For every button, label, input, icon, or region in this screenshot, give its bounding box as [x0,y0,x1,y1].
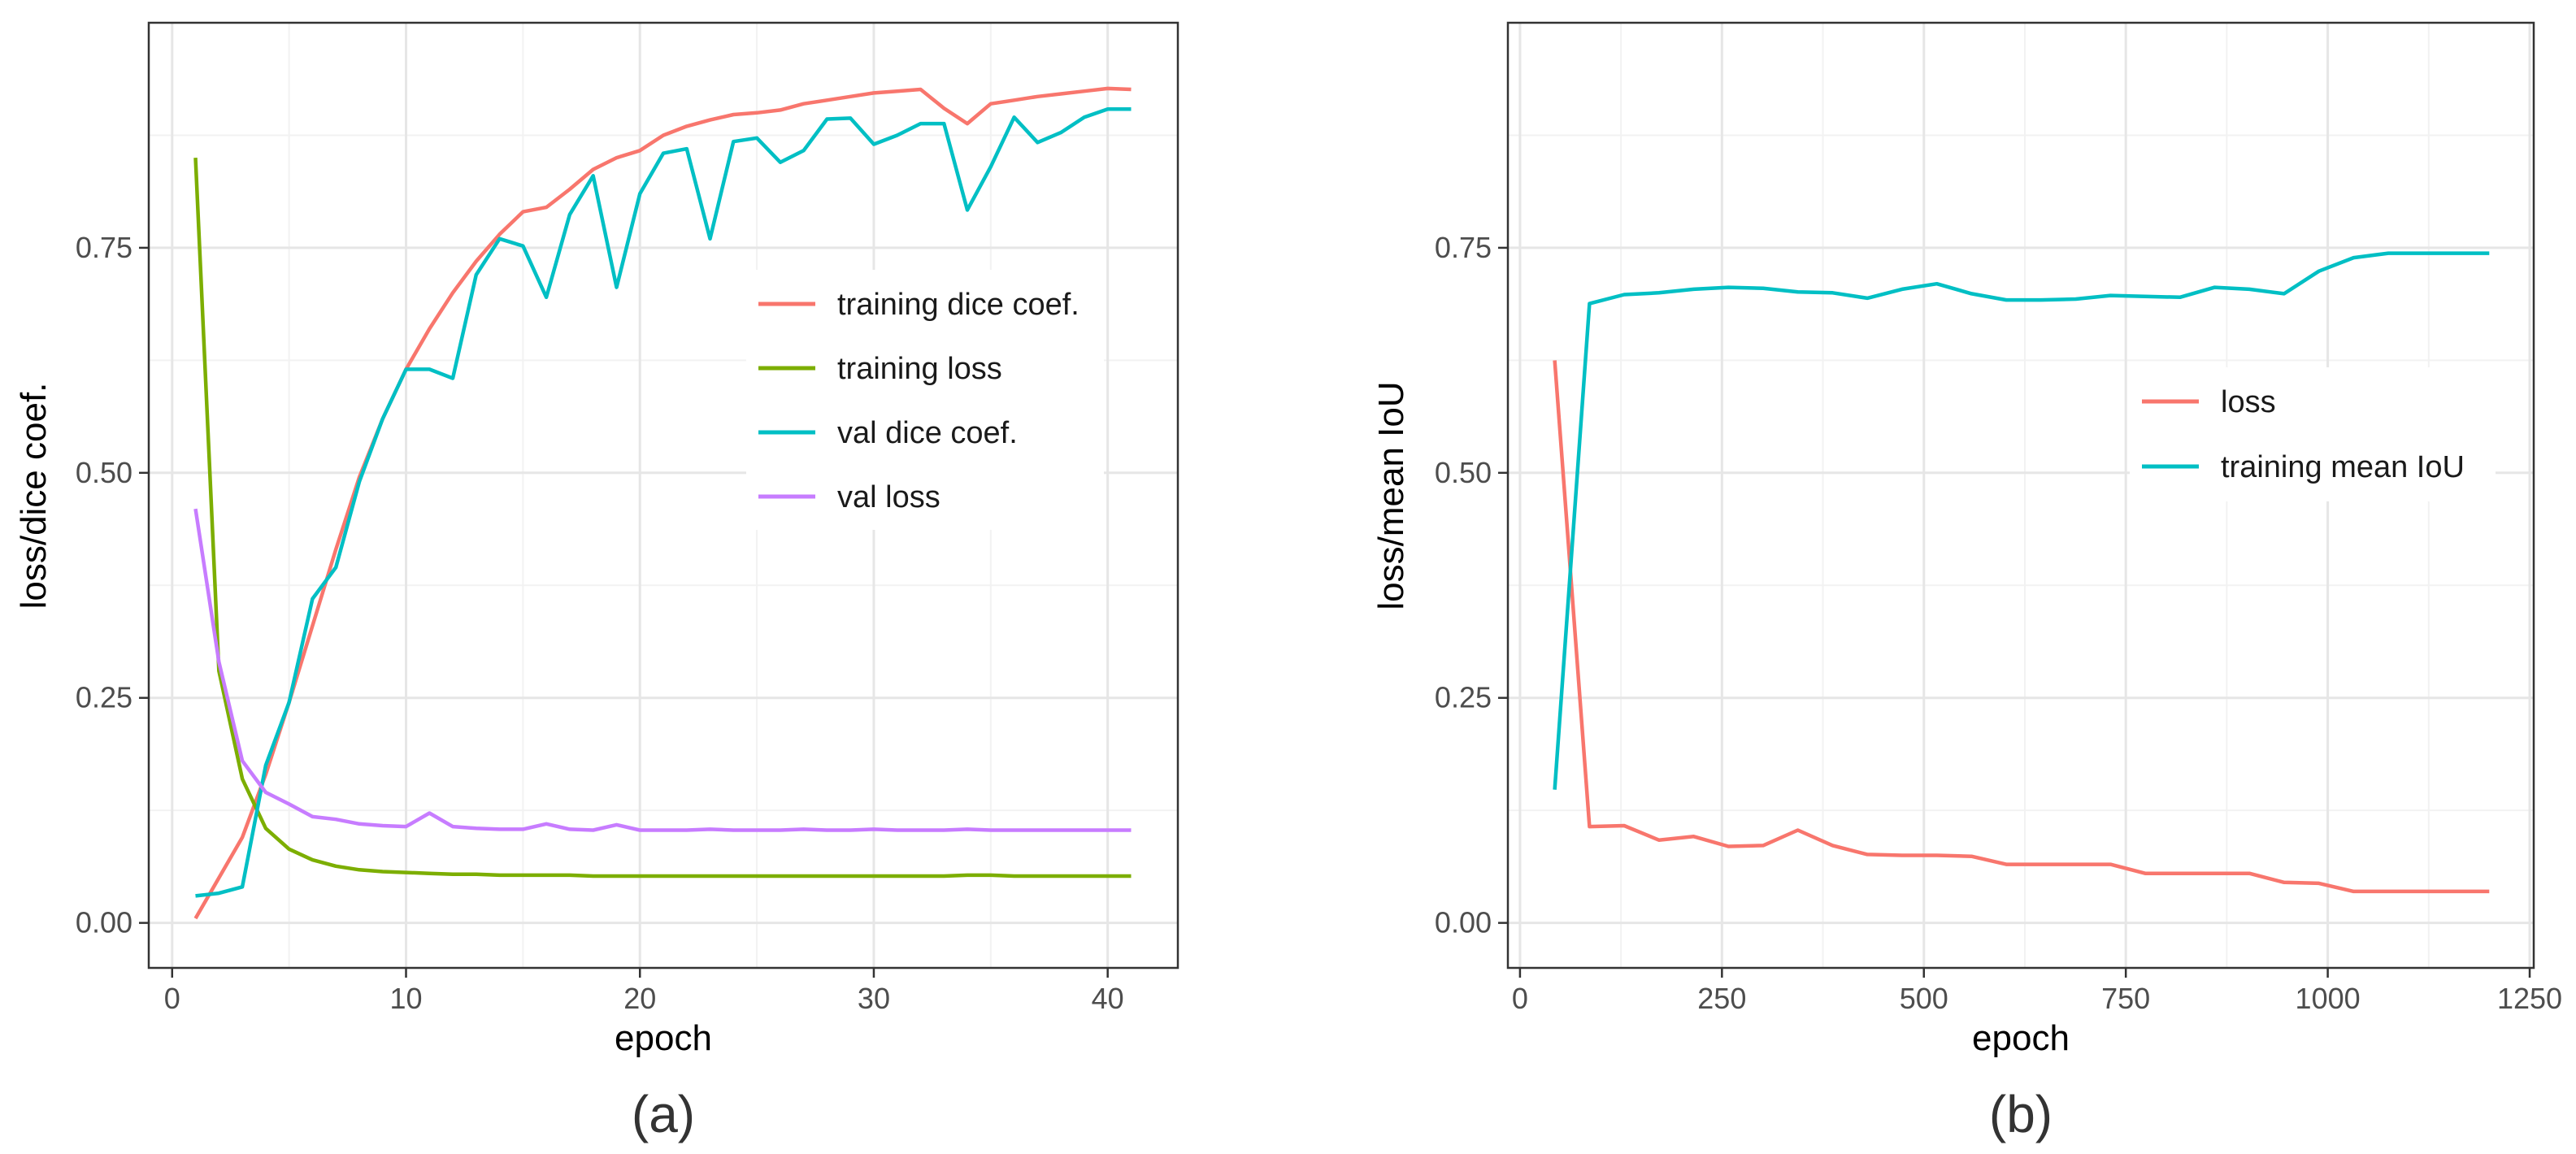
x-tick-label: 40 [1092,982,1124,1015]
series-lines [1553,251,2490,894]
x-axis-title: epoch [1972,1018,2070,1058]
y-axis-title: loss/dice coef. [14,383,54,610]
axes: 0 250 500 750 1000 1250 0.00 0.25 0.50 0.75 [1435,231,2562,1015]
axes: 0 10 20 30 40 0.00 0.25 0.50 0.75 [76,231,1124,1015]
y-axis-title: loss/mean IoU [1371,381,1411,610]
series-line-training-mean-iou [1553,251,2490,790]
y-tick-label: 0.75 [1435,231,1492,264]
series-lines [193,86,1132,920]
panel-b: 0 250 500 750 1000 1250 0.00 0.25 0.50 0.75 epoch l… [1371,21,2562,1143]
legend-label: val dice coef. [837,416,1018,450]
series-line-training-dice-coef- [193,86,1132,920]
y-tick-label: 0.25 [76,681,132,714]
panel-border [1506,21,2535,970]
legend-label: val loss [837,480,940,514]
x-tick-label: 30 [858,982,890,1015]
x-tick-label: 0 [164,982,180,1015]
y-tick-label: 0.25 [1435,681,1492,714]
legend-label: training mean IoU [2221,450,2465,484]
panel-caption: (a) [632,1085,695,1143]
legend-background [2130,367,2496,501]
legend: training dice coef. training loss val dice… [746,270,1104,530]
y-tick-label: 0.50 [1435,456,1492,489]
x-tick-label: 1000 [2296,982,2361,1015]
legend-label: training dice coef. [837,288,1079,322]
legend-background [746,270,1104,530]
series-line-loss [1553,360,2490,894]
legend: loss training mean IoU [2130,367,2496,501]
x-axis-title: epoch [615,1018,712,1058]
x-tick-label: 250 [1697,982,1746,1015]
x-tick-label: 500 [1900,982,1948,1015]
panel-caption: (b) [1989,1085,2053,1143]
panel-a: 0 10 20 30 40 0.00 0.25 0.50 0.75 epoch loss/dice … [14,21,1179,1143]
legend-label: loss [2221,385,2276,419]
series-line-training-loss [193,157,1132,879]
x-tick-label: 0 [1512,982,1528,1015]
major-gridlines [149,23,1178,968]
panel-border [147,21,1179,970]
x-tick-label: 20 [623,982,656,1015]
series-line-val-loss [193,508,1132,832]
x-tick-label: 750 [2101,982,2150,1015]
series-line-val-dice-coef- [195,107,1132,898]
y-tick-label: 0.50 [76,456,132,489]
x-tick-label: 10 [389,982,422,1015]
y-tick-label: 0.00 [76,906,132,939]
legend-label: training loss [837,352,1002,386]
x-tick-label: 1250 [2497,982,2562,1015]
y-tick-label: 0.75 [76,231,132,264]
y-tick-label: 0.00 [1435,906,1492,939]
